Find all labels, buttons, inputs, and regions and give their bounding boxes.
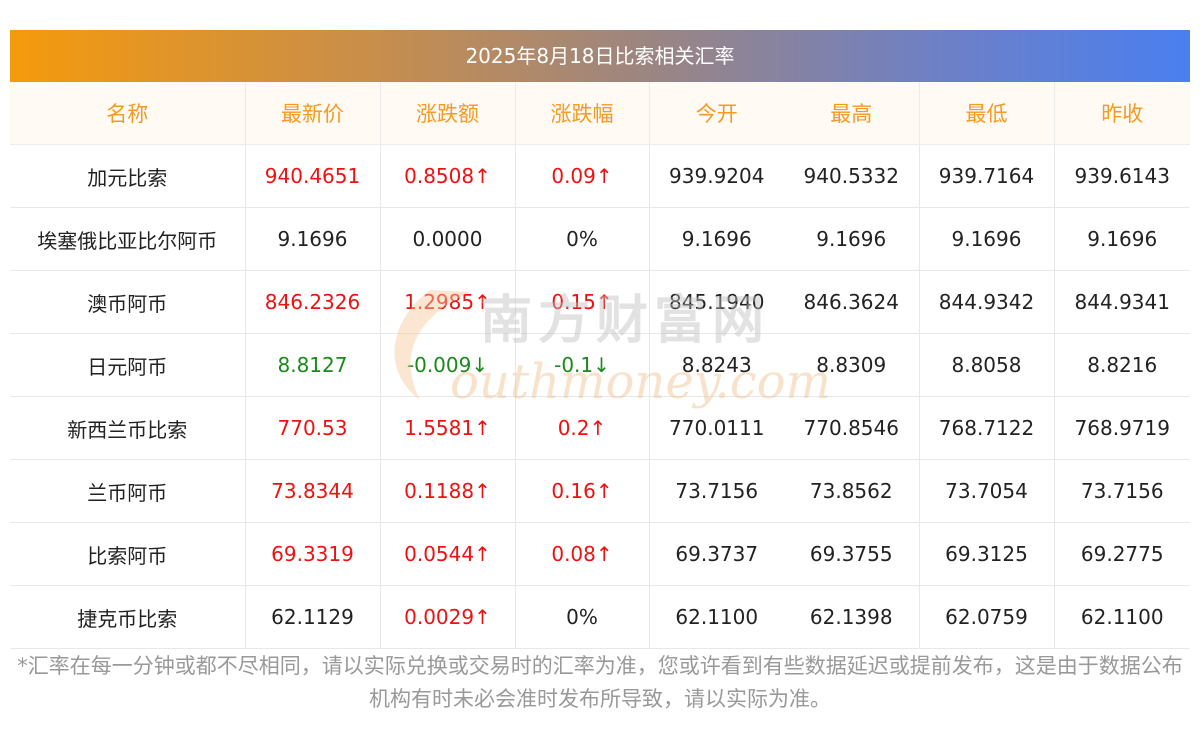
table-row: 捷克币比索 62.1129 0.0029↑ 0% 62.1100 62.1398 62.07…: [10, 585, 1190, 649]
table-row: 兰币阿币 73.8344 0.1188↑ 0.16↑ 73.7156 73.8562 73.…: [10, 459, 1190, 523]
header-low: 最低: [918, 82, 1054, 145]
cell-open: 8.8243: [648, 333, 784, 397]
table-row: 新西兰币比索 770.53 1.5581↑ 0.2↑ 770.0111 770.8546 7…: [10, 396, 1190, 460]
table-row: 澳币阿币 846.2326 1.2985↑ 0.15↑ 845.1940 846.3624…: [10, 270, 1190, 334]
cell-prev-close: 939.6143: [1053, 144, 1190, 208]
disclaimer-note: *汇率在每一分钟或都不尽相同，请以实际兑换或交易时的汇率为准，您或许看到有些数据…: [17, 654, 1183, 711]
header-high: 最高: [784, 82, 919, 145]
cell-latest: 8.8127: [244, 333, 380, 397]
cell-change: 0.0029↑: [379, 585, 515, 649]
table-row: 埃塞俄比亚比尔阿币 9.1696 0.0000 0% 9.1696 9.1696 9.169…: [10, 207, 1190, 271]
cell-high: 940.5332: [784, 144, 919, 208]
cell-high: 69.3755: [784, 522, 919, 586]
cell-prev-close: 8.8216: [1053, 333, 1190, 397]
cell-low: 844.9342: [918, 270, 1054, 334]
cell-low: 62.0759: [918, 585, 1054, 649]
cell-prev-close: 844.9341: [1053, 270, 1190, 334]
cell-open: 845.1940: [648, 270, 784, 334]
table-row: 加元比索 940.4651 0.8508↑ 0.09↑ 939.9204 940.5332…: [10, 144, 1190, 208]
cell-name: 日元阿币: [10, 333, 245, 397]
cell-change: 1.5581↑: [379, 396, 515, 460]
cell-latest: 846.2326: [244, 270, 380, 334]
cell-latest: 73.8344: [244, 459, 380, 523]
cell-open: 62.1100: [648, 585, 784, 649]
header-open: 今开: [648, 82, 784, 145]
cell-change-pct: 0.15↑: [514, 270, 649, 334]
cell-low: 69.3125: [918, 522, 1054, 586]
cell-name: 埃塞俄比亚比尔阿币: [10, 207, 245, 271]
cell-high: 846.3624: [784, 270, 919, 334]
cell-prev-close: 9.1696: [1053, 207, 1190, 271]
cell-open: 770.0111: [648, 396, 784, 460]
cell-open: 73.7156: [648, 459, 784, 523]
cell-name: 加元比索: [10, 144, 245, 208]
cell-prev-close: 62.1100: [1053, 585, 1190, 649]
cell-change: 0.8508↑: [379, 144, 515, 208]
cell-change: -0.009↓: [379, 333, 515, 397]
cell-high: 9.1696: [784, 207, 919, 271]
cell-latest: 9.1696: [244, 207, 380, 271]
cell-change: 0.0000: [379, 207, 515, 271]
header-latest: 最新价: [244, 82, 380, 145]
table-row: 比索阿币 69.3319 0.0544↑ 0.08↑ 69.3737 69.3755 69.…: [10, 522, 1190, 586]
cell-change: 0.0544↑: [379, 522, 515, 586]
cell-latest: 69.3319: [244, 522, 380, 586]
cell-change-pct: -0.1↓: [514, 333, 649, 397]
cell-change: 1.2985↑: [379, 270, 515, 334]
cell-latest: 940.4651: [244, 144, 380, 208]
header-row: 名称 最新价 涨跌额 涨跌幅 今开 最高 最低 昨收: [10, 82, 1190, 145]
cell-change-pct: 0.2↑: [514, 396, 649, 460]
cell-latest: 770.53: [244, 396, 380, 460]
cell-high: 8.8309: [784, 333, 919, 397]
cell-change: 0.1188↑: [379, 459, 515, 523]
cell-change-pct: 0.16↑: [514, 459, 649, 523]
cell-high: 73.8562: [784, 459, 919, 523]
cell-low: 8.8058: [918, 333, 1054, 397]
cell-open: 939.9204: [648, 144, 784, 208]
cell-name: 兰币阿币: [10, 459, 245, 523]
rate-table-panel: 2025年8月18日比索相关汇率 名称 最新价 涨跌额 涨跌幅 今开 最高 最低…: [10, 30, 1190, 649]
cell-name: 比索阿币: [10, 522, 245, 586]
cell-name: 捷克币比索: [10, 585, 245, 649]
table-row: 日元阿币 8.8127 -0.009↓ -0.1↓ 8.8243 8.8309 8.8058…: [10, 333, 1190, 397]
cell-name: 澳币阿币: [10, 270, 245, 334]
cell-name: 新西兰币比索: [10, 396, 245, 460]
cell-prev-close: 73.7156: [1053, 459, 1190, 523]
table-title: 2025年8月18日比索相关汇率: [10, 30, 1190, 82]
cell-change-pct: 0.08↑: [514, 522, 649, 586]
header-change: 涨跌额: [379, 82, 515, 145]
cell-prev-close: 768.9719: [1053, 396, 1190, 460]
cell-change-pct: 0.09↑: [514, 144, 649, 208]
cell-high: 62.1398: [784, 585, 919, 649]
header-prev-close: 昨收: [1053, 82, 1190, 145]
cell-low: 939.7164: [918, 144, 1054, 208]
cell-open: 69.3737: [648, 522, 784, 586]
cell-prev-close: 69.2775: [1053, 522, 1190, 586]
cell-open: 9.1696: [648, 207, 784, 271]
header-change-pct: 涨跌幅: [514, 82, 649, 145]
cell-high: 770.8546: [784, 396, 919, 460]
cell-change-pct: 0%: [514, 585, 649, 649]
cell-low: 73.7054: [918, 459, 1054, 523]
header-name: 名称: [10, 82, 245, 145]
cell-latest: 62.1129: [244, 585, 380, 649]
rate-table: 名称 最新价 涨跌额 涨跌幅 今开 最高 最低 昨收 加元比索 940.4651 0…: [10, 82, 1190, 649]
cell-low: 9.1696: [918, 207, 1054, 271]
cell-change-pct: 0%: [514, 207, 649, 271]
cell-low: 768.7122: [918, 396, 1054, 460]
